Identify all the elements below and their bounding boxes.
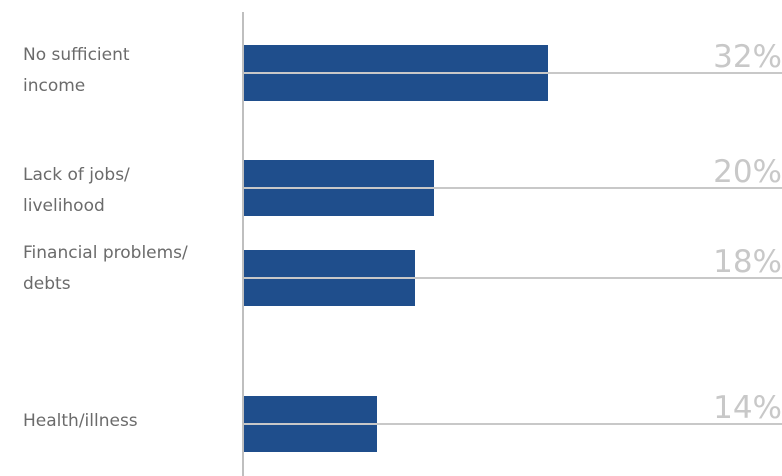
value-label-0: 32% bbox=[713, 39, 782, 75]
value-label-1: 20% bbox=[713, 154, 782, 190]
value-label-2: 18% bbox=[713, 244, 782, 280]
value-label-3: 14% bbox=[713, 390, 782, 426]
category-label-financial-problems: Financial problems/ debts bbox=[23, 243, 188, 294]
category-label-lack-of-jobs: Lack of jobs/ livelihood bbox=[23, 165, 130, 216]
category-label-no-sufficient-income: No sufficient income bbox=[23, 45, 130, 96]
category-label-health-illness: Health/illness bbox=[23, 411, 138, 431]
